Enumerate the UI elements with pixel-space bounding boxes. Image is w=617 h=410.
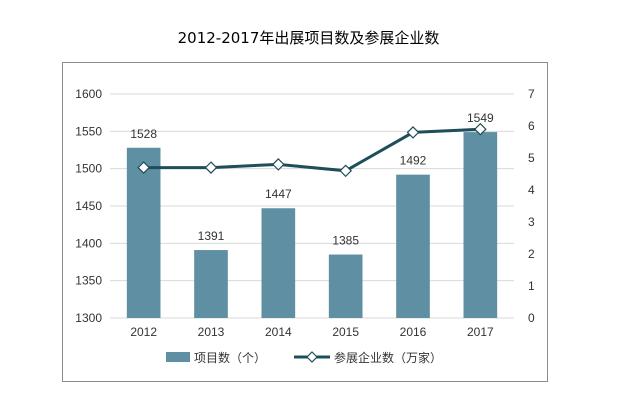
y-right-tick-label: 7 — [528, 87, 535, 101]
line-series — [143, 127, 481, 173]
line-point-marker — [473, 122, 487, 136]
y-left-tick-label: 1400 — [75, 236, 102, 250]
bar — [396, 174, 430, 318]
line-point-marker — [271, 158, 285, 171]
y-right-tick-label: 5 — [528, 151, 535, 165]
y-right-tick-label: 2 — [528, 247, 535, 261]
y-right-tick-label: 3 — [528, 215, 535, 229]
line-point-marker — [204, 161, 218, 174]
y-left-tick-label: 1550 — [75, 124, 102, 138]
bar-data-label: 1447 — [265, 187, 292, 201]
bar — [261, 208, 296, 318]
x-tick-label: 2014 — [265, 325, 292, 339]
x-tick-label: 2015 — [332, 325, 359, 339]
x-tick-label: 2017 — [467, 325, 494, 339]
y-right-tick-label: 0 — [528, 311, 535, 325]
y-right-tick-label: 6 — [528, 119, 535, 133]
y-left-tick-label: 1350 — [75, 274, 102, 288]
line-point-marker — [339, 164, 353, 178]
legend-line-label: 参展企业数（万家） — [334, 350, 442, 365]
bar — [194, 250, 228, 318]
legend-bar-swatch — [166, 352, 190, 362]
bar-data-label: 1528 — [130, 127, 157, 141]
y-left-tick-label: 1500 — [75, 162, 102, 176]
x-tick-label: 2016 — [400, 325, 427, 339]
y-right-tick-label: 1 — [528, 279, 535, 293]
legend-bar-label: 项目数（个） — [194, 350, 266, 365]
bar-data-label: 1391 — [198, 229, 225, 243]
bar — [463, 132, 498, 318]
bar — [126, 147, 161, 318]
line-point-marker — [406, 126, 420, 139]
bar — [328, 254, 363, 318]
y-left-tick-label: 1450 — [75, 199, 102, 213]
chart-title: 2012-2017年出展项目数及参展企业数 — [177, 29, 440, 47]
bar-data-label: 1492 — [400, 154, 427, 168]
x-tick-label: 2012 — [130, 325, 157, 339]
y-right-tick-label: 4 — [528, 183, 535, 197]
chart-frame — [62, 62, 548, 382]
bar-data-label: 1385 — [332, 234, 359, 248]
x-tick-label: 2013 — [198, 325, 225, 339]
y-left-tick-label: 1600 — [75, 87, 102, 101]
legend-line-marker — [306, 351, 318, 363]
y-left-tick-label: 1300 — [75, 311, 102, 325]
bar-data-label: 1549 — [467, 111, 494, 125]
line-point-marker — [137, 161, 151, 174]
